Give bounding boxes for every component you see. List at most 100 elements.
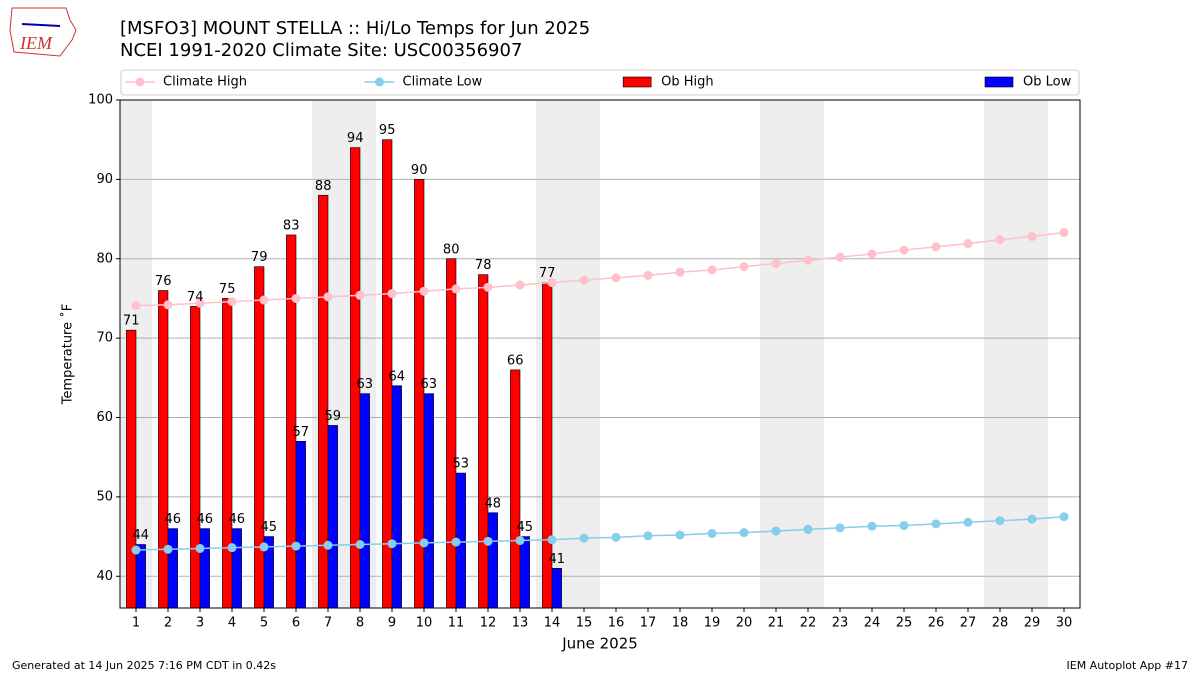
bar [423, 393, 434, 609]
x-tick-label: 5 [260, 616, 268, 631]
point [995, 516, 1005, 526]
point [995, 235, 1005, 245]
chart-title: [MSFO3] MOUNT STELLA :: Hi/Lo Temps for … [120, 18, 590, 39]
bar [478, 274, 489, 609]
logo-line [21, 23, 61, 27]
legend-marker [375, 77, 384, 87]
point [771, 526, 781, 536]
point [515, 280, 525, 290]
point [195, 543, 205, 553]
point [867, 249, 877, 259]
data-label: 83 [283, 218, 300, 233]
point [259, 295, 269, 305]
x-tick-label: 4 [228, 616, 236, 631]
point [1027, 514, 1037, 524]
bar [295, 441, 306, 609]
logo: IEM [9, 7, 77, 57]
point [323, 292, 333, 302]
legend-label: Climate Low [403, 75, 483, 90]
point [675, 267, 685, 277]
point [323, 540, 333, 550]
bar [391, 385, 402, 609]
point [419, 538, 429, 548]
bar [158, 290, 169, 609]
point [515, 536, 525, 546]
point [131, 301, 141, 311]
point [867, 521, 877, 531]
data-label: 46 [165, 512, 182, 527]
point [611, 273, 621, 283]
point [835, 252, 845, 262]
point [899, 245, 909, 255]
point [643, 531, 653, 541]
bar [222, 298, 233, 609]
x-tick-label: 20 [736, 616, 753, 631]
plot-frame [119, 99, 1081, 609]
point [899, 520, 909, 530]
legend-label: Climate High [163, 75, 247, 90]
point [483, 282, 493, 292]
point [611, 532, 621, 542]
point [643, 270, 653, 280]
point [483, 536, 493, 546]
y-axis-label: Temperature ˚F [60, 304, 76, 405]
data-label: 53 [453, 457, 470, 472]
point [931, 519, 941, 529]
point [195, 298, 205, 308]
x-tick-label: 23 [832, 616, 849, 631]
data-label: 79 [251, 250, 268, 265]
x-tick-label: 28 [992, 616, 1009, 631]
bar [126, 329, 137, 609]
point [547, 535, 557, 545]
point [1059, 512, 1069, 522]
point [227, 297, 237, 307]
data-label: 94 [347, 131, 364, 146]
line [135, 515, 1065, 551]
point [835, 523, 845, 533]
x-tick-label: 11 [448, 616, 465, 631]
data-label: 71 [123, 314, 140, 329]
x-tick-label: 26 [928, 616, 945, 631]
data-label: 45 [261, 520, 278, 535]
footer-right: IEM Autoplot App #17 [1067, 659, 1189, 672]
bar [551, 568, 562, 609]
chart-subtitle: NCEI 1991-2020 Climate Site: USC00356907 [120, 40, 522, 61]
x-tick-label: 15 [576, 616, 593, 631]
x-tick-label: 25 [896, 616, 913, 631]
legend-marker [135, 77, 145, 87]
x-tick-label: 18 [672, 616, 689, 631]
data-label: 78 [475, 258, 492, 273]
x-tick-label: 30 [1056, 616, 1073, 631]
x-tick-label: 3 [196, 616, 204, 631]
bar [359, 393, 370, 609]
point [387, 539, 397, 549]
x-tick-label: 21 [768, 616, 785, 631]
y-tick-label: 100 [88, 93, 113, 108]
logo-text: IEM [19, 33, 53, 53]
data-label: 59 [325, 409, 342, 424]
point [579, 275, 589, 285]
point [131, 545, 141, 555]
x-tick-label: 7 [324, 616, 332, 631]
data-label: 64 [389, 369, 406, 384]
legend-label: Ob High [661, 75, 714, 90]
x-tick-label: 12 [480, 616, 497, 631]
point [291, 541, 301, 551]
bar [446, 258, 457, 609]
x-tick-label: 19 [704, 616, 721, 631]
point [291, 293, 301, 303]
weekend-band [760, 100, 824, 608]
data-label: 74 [187, 290, 204, 305]
bar [327, 425, 338, 609]
bar [231, 528, 242, 609]
data-label: 76 [155, 274, 172, 289]
x-tick-label: 29 [1024, 616, 1041, 631]
x-tick-label: 14 [544, 616, 561, 631]
x-tick-label: 24 [864, 616, 881, 631]
point [355, 290, 365, 300]
point [803, 255, 813, 265]
point [451, 284, 461, 294]
data-label: 75 [219, 282, 236, 297]
point [451, 537, 461, 547]
